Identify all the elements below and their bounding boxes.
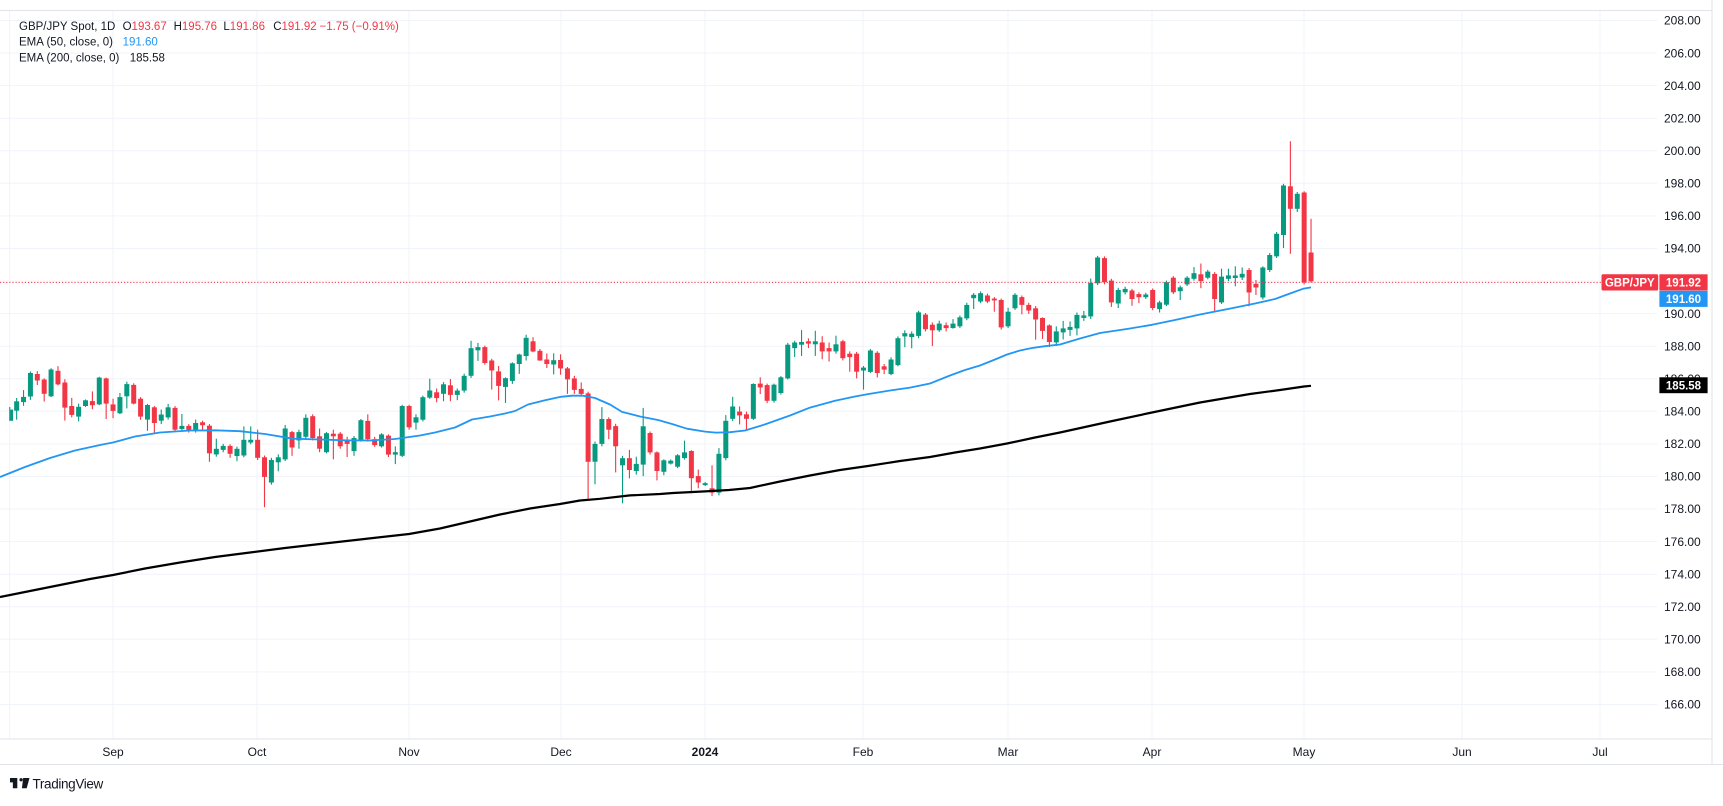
svg-text:−1.75 (−0.91%): −1.75 (−0.91%) xyxy=(320,21,399,33)
svg-text:O193.67: O193.67 xyxy=(123,21,167,33)
svg-text:Nov: Nov xyxy=(398,745,419,759)
svg-text:196.00: 196.00 xyxy=(1664,209,1701,223)
svg-text:174.00: 174.00 xyxy=(1664,567,1701,581)
svg-text:Mar: Mar xyxy=(998,745,1019,759)
svg-text:Jun: Jun xyxy=(1452,745,1471,759)
svg-text:168.00: 168.00 xyxy=(1664,665,1701,679)
svg-text:185.58: 185.58 xyxy=(130,52,165,64)
svg-text:170.00: 170.00 xyxy=(1664,633,1701,647)
svg-text:188.00: 188.00 xyxy=(1664,339,1701,353)
svg-text:C191.92: C191.92 xyxy=(273,21,317,33)
svg-text:TradingView: TradingView xyxy=(33,777,104,792)
svg-text:191.60: 191.60 xyxy=(1666,294,1701,306)
svg-text:GBP/JPY Spot, 1D: GBP/JPY Spot, 1D xyxy=(19,21,115,33)
svg-text:198.00: 198.00 xyxy=(1664,177,1701,191)
svg-text:Oct: Oct xyxy=(248,745,267,759)
svg-text:200.00: 200.00 xyxy=(1664,144,1701,158)
svg-text:194.00: 194.00 xyxy=(1664,242,1701,256)
svg-text:Dec: Dec xyxy=(550,745,571,759)
svg-text:178.00: 178.00 xyxy=(1664,502,1701,516)
svg-text:H195.76: H195.76 xyxy=(174,21,218,33)
svg-text:L191.86: L191.86 xyxy=(223,21,265,33)
svg-text:180.00: 180.00 xyxy=(1664,470,1701,484)
svg-text:185.58: 185.58 xyxy=(1666,380,1702,392)
svg-text:Feb: Feb xyxy=(853,745,874,759)
svg-text:208.00: 208.00 xyxy=(1664,14,1701,28)
svg-text:204.00: 204.00 xyxy=(1664,79,1701,93)
svg-text:184.00: 184.00 xyxy=(1664,405,1701,419)
svg-text:202.00: 202.00 xyxy=(1664,111,1701,125)
svg-text:EMA (50, close, 0): EMA (50, close, 0) xyxy=(19,37,113,49)
svg-text:166.00: 166.00 xyxy=(1664,698,1701,712)
svg-text:GBP/JPY: GBP/JPY xyxy=(1605,278,1655,290)
svg-text:206.00: 206.00 xyxy=(1664,46,1701,60)
svg-text:176.00: 176.00 xyxy=(1664,535,1701,549)
svg-text:May: May xyxy=(1293,745,1316,759)
svg-text:172.00: 172.00 xyxy=(1664,600,1701,614)
svg-text:190.00: 190.00 xyxy=(1664,307,1701,321)
svg-text:2024: 2024 xyxy=(692,745,719,759)
svg-text:EMA (200, close, 0): EMA (200, close, 0) xyxy=(19,52,120,64)
svg-text:Sep: Sep xyxy=(102,745,124,759)
svg-text:191.60: 191.60 xyxy=(123,37,158,49)
svg-text:191.92: 191.92 xyxy=(1666,278,1701,290)
svg-text:182.00: 182.00 xyxy=(1664,437,1701,451)
svg-text:Jul: Jul xyxy=(1592,745,1607,759)
svg-text:Apr: Apr xyxy=(1143,745,1162,759)
